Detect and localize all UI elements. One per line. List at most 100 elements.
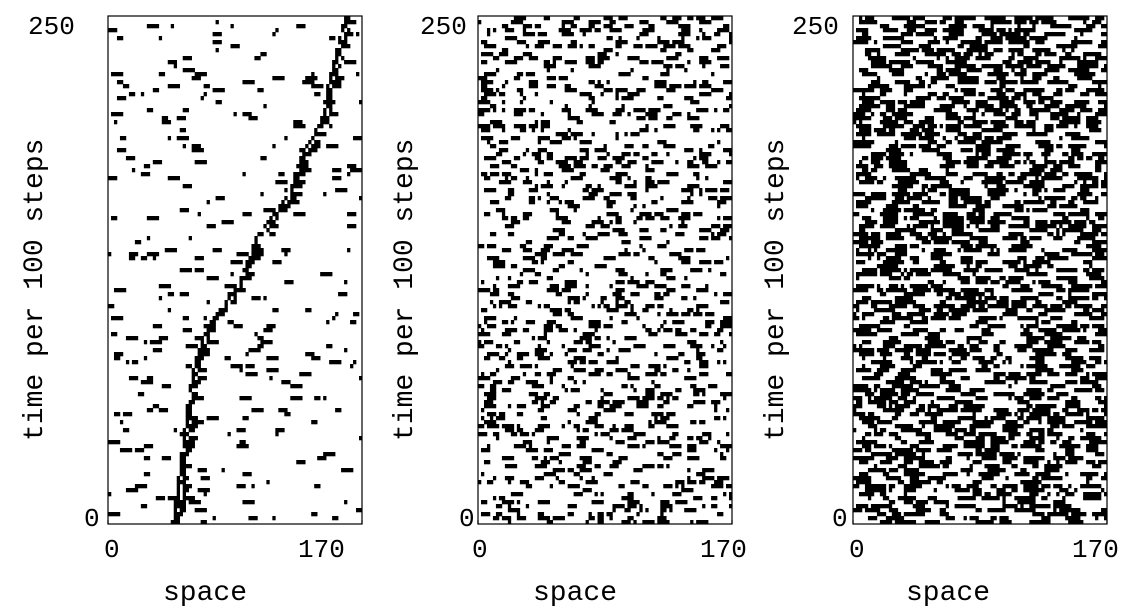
cell-segment: [912, 396, 917, 401]
cell-segment: [480, 136, 494, 141]
cell-segment: [900, 272, 905, 277]
cell-segment: [993, 408, 1009, 413]
cell-segment: [909, 380, 923, 385]
panel-middle-xtick-right: 170: [700, 535, 747, 565]
cell-segment: [534, 372, 542, 377]
cell-segment: [1056, 88, 1063, 93]
cell-segment: [531, 128, 536, 133]
cell-segment: [537, 148, 548, 153]
cell-segment: [636, 36, 640, 41]
cell-segment: [528, 56, 539, 61]
cell-segment: [576, 244, 589, 249]
cell-segment: [903, 24, 926, 29]
cell-segment: [729, 32, 733, 37]
cell-segment: [1032, 260, 1051, 265]
cell-segment: [981, 328, 991, 333]
cell-segment: [696, 288, 709, 293]
cell-segment: [1032, 48, 1051, 53]
cell-segment: [1023, 328, 1030, 333]
cell-segment: [975, 152, 979, 157]
cell-segment: [182, 144, 186, 149]
cell-segment: [537, 512, 545, 517]
cell-segment: [717, 512, 724, 517]
panel-left-ytick-bottom: 0: [84, 504, 100, 534]
cell-segment: [143, 356, 148, 361]
cell-segment: [1101, 408, 1108, 413]
cell-segment: [483, 356, 491, 361]
cell-segment: [516, 424, 521, 429]
cell-segment: [344, 60, 357, 65]
cell-segment: [960, 376, 970, 381]
cell-segment: [714, 480, 724, 485]
cell-segment: [903, 492, 908, 497]
cell-segment: [639, 32, 649, 37]
cell-segment: [293, 212, 306, 217]
cell-segment: [630, 292, 640, 297]
panel-right-ytick-bottom: 0: [832, 504, 848, 534]
cell-segment: [660, 48, 667, 53]
cell-segment: [687, 160, 694, 165]
cell-segment: [167, 308, 172, 313]
cell-segment: [1062, 116, 1081, 121]
cell-segment: [615, 280, 625, 285]
cell-segment: [858, 472, 869, 477]
cell-segment: [600, 388, 604, 393]
cell-segment: [975, 520, 994, 525]
cell-segment: [909, 232, 923, 237]
cell-segment: [507, 292, 515, 297]
cell-segment: [585, 60, 595, 65]
cell-segment: [669, 84, 682, 89]
cell-segment: [717, 204, 721, 209]
cell-segment: [1062, 228, 1084, 233]
cell-segment: [924, 436, 931, 441]
cell-segment: [1002, 132, 1018, 137]
cell-segment: [1071, 252, 1093, 257]
cell-segment: [594, 412, 601, 417]
cell-segment: [1098, 460, 1108, 465]
cell-segment: [627, 92, 640, 97]
cell-segment: [897, 188, 908, 193]
cell-segment: [900, 332, 920, 337]
cell-segment: [1068, 84, 1078, 89]
cell-segment: [507, 480, 512, 485]
cell-segment: [1020, 364, 1024, 369]
cell-segment: [885, 476, 902, 481]
cell-segment: [672, 112, 682, 117]
cell-segment: [1029, 380, 1048, 385]
cell-segment: [1080, 376, 1090, 381]
cell-segment: [876, 252, 887, 257]
cell-segment: [693, 156, 697, 161]
cell-segment: [1056, 288, 1066, 293]
cell-segment: [335, 312, 339, 317]
cell-segment: [957, 344, 964, 349]
cell-segment: [660, 272, 667, 277]
cell-segment: [537, 424, 551, 429]
cell-segment: [579, 456, 592, 461]
cell-segment: [900, 356, 914, 361]
cell-segment: [861, 100, 875, 105]
cell-segment: [338, 40, 348, 45]
cell-segment: [660, 72, 670, 77]
cell-segment: [534, 476, 545, 481]
cell-segment: [645, 328, 652, 333]
cell-segment: [669, 224, 673, 229]
cell-segment: [720, 300, 730, 305]
cell-segment: [654, 260, 658, 265]
cell-segment: [1002, 428, 1018, 433]
cell-segment: [540, 400, 545, 405]
cell-segment: [1035, 224, 1057, 229]
cell-segment: [555, 216, 568, 221]
cell-segment: [675, 160, 679, 165]
cell-segment: [501, 516, 512, 521]
cell-segment: [546, 340, 551, 345]
cell-segment: [858, 20, 878, 25]
cell-segment: [194, 268, 204, 273]
cell-segment: [1062, 496, 1066, 501]
cell-segment: [954, 20, 964, 25]
cell-segment: [215, 312, 225, 317]
cell-segment: [525, 148, 530, 153]
cell-segment: [978, 472, 1000, 477]
cell-segment: [987, 188, 1009, 193]
cell-segment: [594, 464, 601, 469]
cell-segment: [645, 112, 658, 117]
